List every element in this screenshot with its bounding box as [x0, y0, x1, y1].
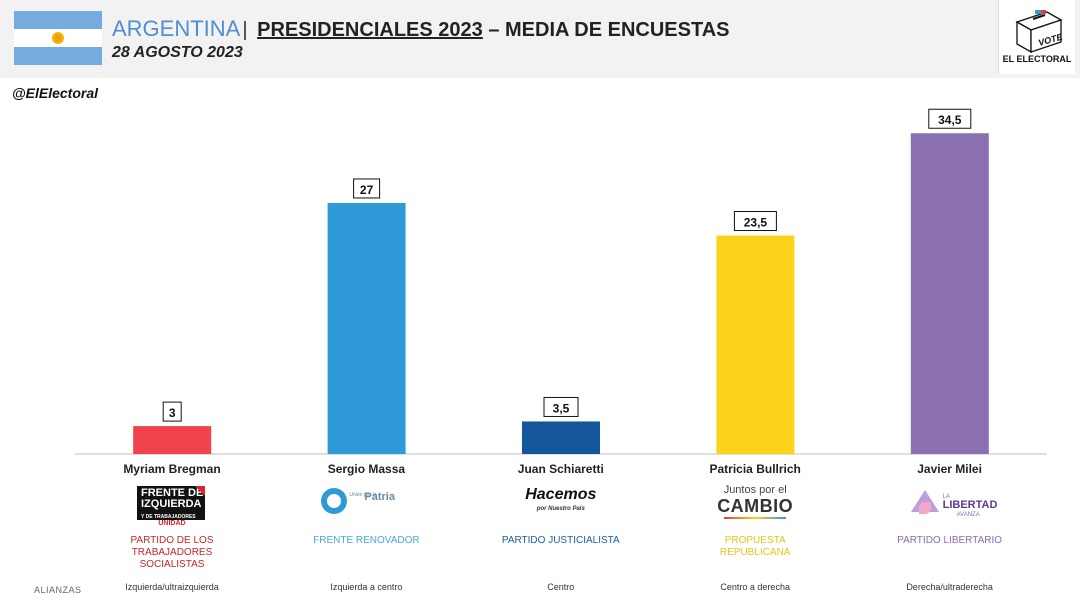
alignment-milei: Derecha/ultraderecha [906, 582, 993, 592]
value-label-box-bullrich [733, 211, 777, 232]
value-label-box-milei [928, 108, 972, 129]
value-label-schiaretti: 3,5 [553, 401, 570, 415]
el-electoral-logo: VOTE EL ELECTORAL [998, 0, 1075, 74]
value-label-box-massa [353, 178, 381, 199]
candidate-name-massa: Sergio Massa [327, 462, 406, 476]
party-name-schiaretti: PARTIDO JUSTICIALISTA [501, 535, 620, 546]
alignment-bullrich: Centro a derecha [720, 582, 790, 592]
bar-massa [327, 202, 406, 454]
alignment-bregman: Izquierda/ultraizquierda [125, 582, 219, 592]
ballot-box-icon: VOTE [1015, 10, 1064, 54]
title-separator: | [242, 19, 248, 41]
party-logo-milei: LA LIBERTAD AVANZA [853, 484, 1047, 528]
party-logo-massa: Unión por la Patria [269, 484, 463, 528]
logo-name: EL ELECTORAL [1002, 54, 1072, 64]
page-title: ARGENTINA | PRESIDENCIALES 2023 – MEDIA D… [112, 16, 729, 42]
party-name-bregman: PARTIDO DE LOS TRABAJADORES SOCIALISTAS [130, 535, 214, 570]
date-subtitle: 28 AGOSTO 2023 [112, 44, 243, 61]
alignment-schiaretti: Centro [547, 582, 575, 592]
alignment-massa: Izquierda a centro [330, 582, 403, 592]
bar-bullrich [716, 235, 795, 454]
candidate-name-milei: Javier Milei [917, 462, 982, 476]
title-dash: – [488, 19, 500, 41]
candidate-name-bregman: Myriam Bregman [123, 462, 221, 476]
title-country: ARGENTINA [112, 16, 241, 41]
candidate-name-schiaretti: Juan Schiaretti [517, 462, 604, 476]
alianzas-label: ALIANZAS [34, 585, 82, 595]
party-logo-bullrich: Juntos por el CAMBIO [658, 484, 852, 528]
bar-bregman [133, 426, 212, 454]
party-name-milei: PARTIDO LIBERTARIO [897, 535, 1003, 546]
party-logo-bregman: FRENTE DE IZQUIERDA Y DE TRABAJADORES UNIDA… [75, 484, 269, 528]
title-subtitle: MEDIA DE ENCUESTAS [505, 19, 730, 41]
party-logo-schiaretti: Hacemos por Nuestro País [525, 486, 597, 512]
header-banner: ARGENTINA | PRESIDENCIALES 2023 – MEDIA D… [0, 0, 1080, 78]
party-name-bullrich: PROPUESTA REPUBLICANA [719, 535, 791, 558]
value-label-box-schiaretti [543, 396, 579, 417]
value-label-box-bregman [162, 401, 182, 422]
party-name-massa: FRENTE RENOVADOR [313, 535, 420, 546]
bar-schiaretti [522, 421, 600, 454]
value-label-milei: 34,5 [938, 113, 962, 127]
value-label-massa: 27 [360, 183, 374, 197]
value-label-bregman: 3 [169, 406, 176, 420]
value-label-bullrich: 23,5 [744, 216, 768, 230]
candidate-name-bullrich: Patricia Bullrich [709, 462, 801, 476]
argentina-flag-icon [14, 11, 102, 65]
bar-milei [910, 133, 989, 455]
twitter-handle: @ElElectoral [12, 85, 99, 101]
title-main: PRESIDENCIALES 2023 [257, 19, 483, 41]
